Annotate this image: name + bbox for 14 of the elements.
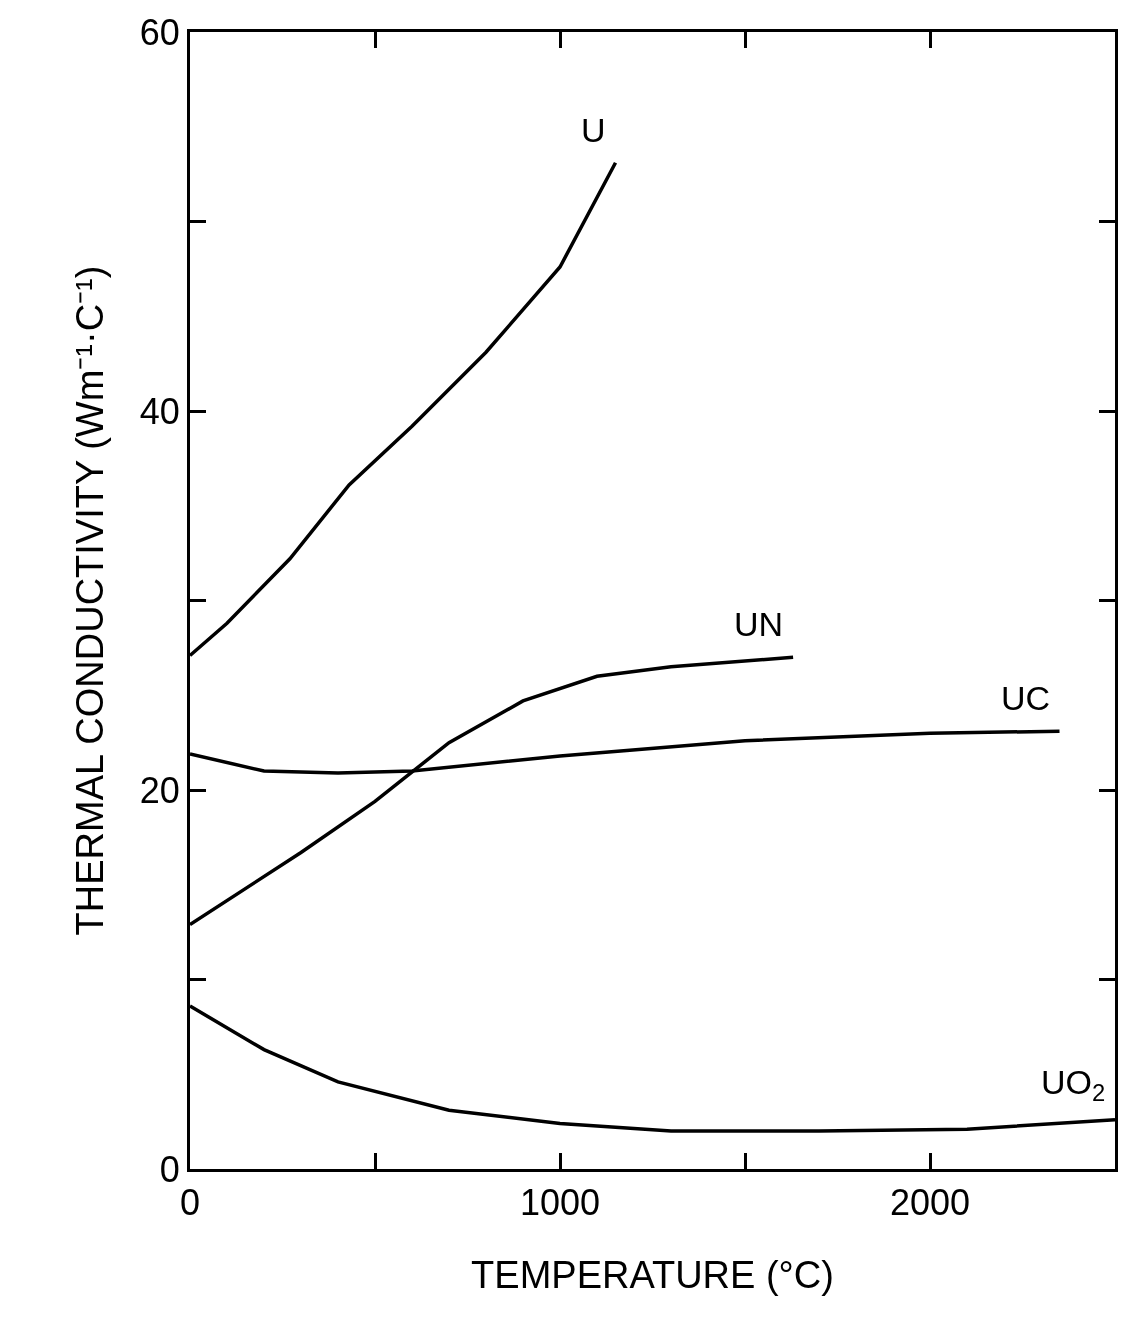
y-tick-label: 20: [139, 769, 180, 811]
x-tick-label: 1000: [519, 1182, 601, 1224]
series-label: UC: [1001, 679, 1051, 717]
series-label: UO$_{2}$: [1041, 1063, 1106, 1107]
y-axis-title: THERMAL CONDUCTIVITY (Wm⁻¹·C⁻¹): [68, 265, 111, 936]
y-tick-label: 60: [139, 11, 180, 53]
series-label: U: [581, 111, 606, 149]
y-tick-label: 0: [159, 1148, 180, 1190]
x-axis-title: TEMPERATURE (°C): [471, 1254, 834, 1297]
series-label: UN: [734, 605, 784, 643]
y-tick-label: 40: [139, 390, 180, 432]
line-series: [190, 161, 618, 658]
line-series: [190, 1004, 1115, 1133]
x-tick-label: 2000: [889, 1182, 971, 1224]
